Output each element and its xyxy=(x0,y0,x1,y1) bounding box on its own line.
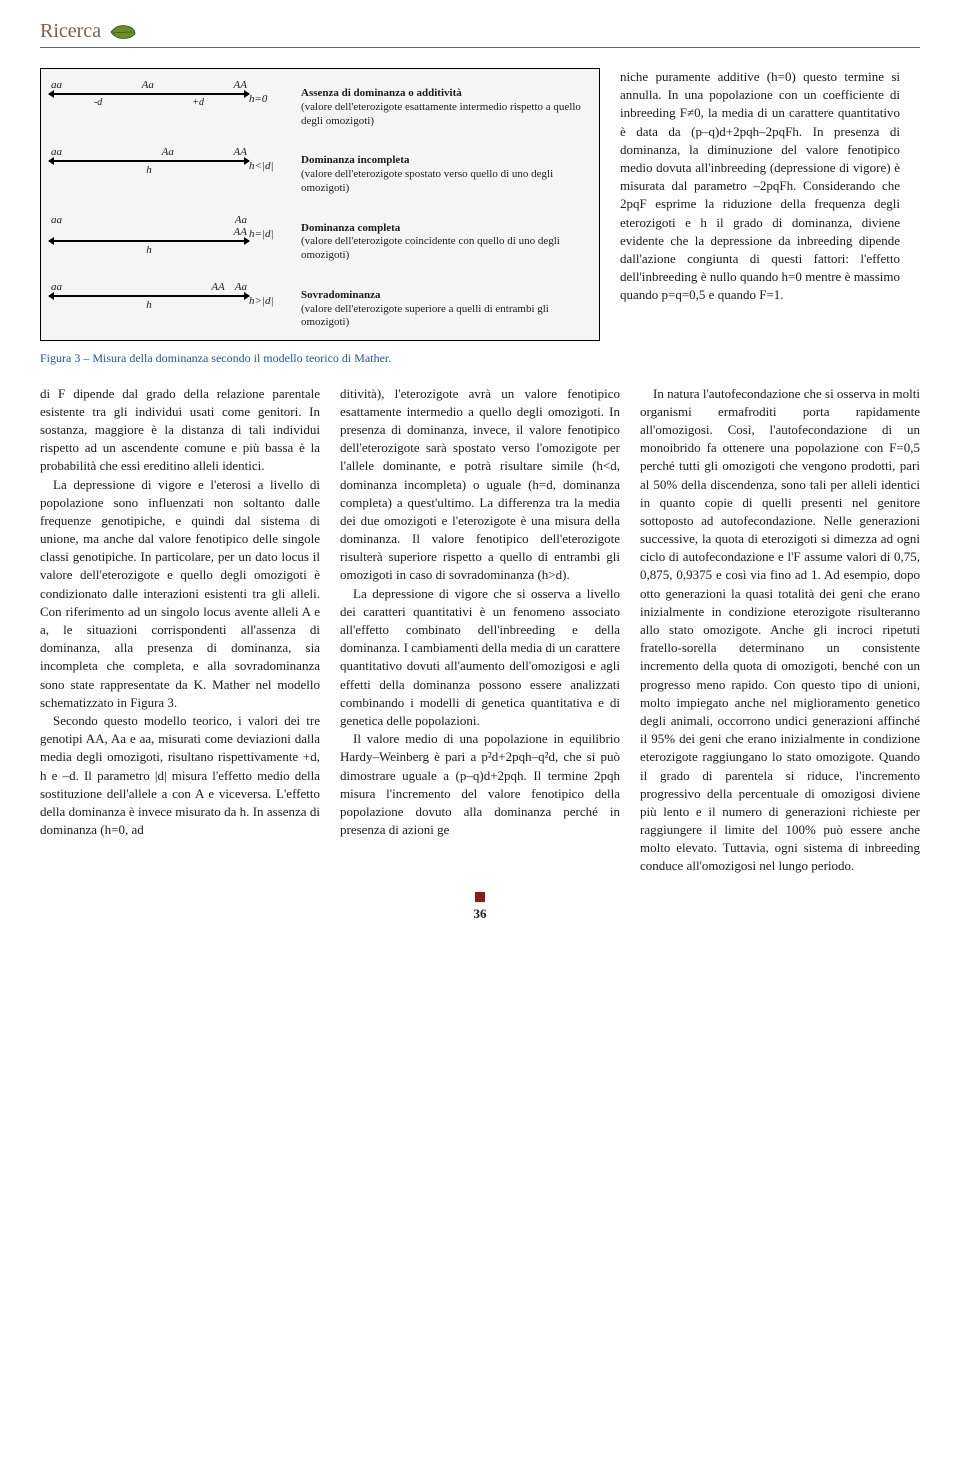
dev-label: -d xyxy=(94,97,102,108)
figure-caption: Figura 3 – Misura della dominanza second… xyxy=(40,351,600,367)
body-text: La depressione di vigore che si osserva … xyxy=(340,585,620,731)
figure-row: aa AA Aa h h>|d| Sovradominanza (valore … xyxy=(49,281,591,330)
figure-row: aa Aa AA h h=|d| Dominanza completa (val… xyxy=(49,214,591,263)
body-text: Il valore medio di una popolazione in eq… xyxy=(340,730,620,839)
desc-title: Dominanza completa xyxy=(301,222,400,234)
dev-label: +d xyxy=(192,97,204,108)
h-label: h xyxy=(49,164,249,176)
genotype-label: Aa xyxy=(235,214,247,226)
header-title: Ricerca xyxy=(40,20,101,43)
body-text: La depressione di vigore e l'eterosi a l… xyxy=(40,476,320,712)
page-number: 36 xyxy=(40,906,920,922)
column-2: ditività), l'eterozigote avrà un valore … xyxy=(340,385,620,876)
figure-row: aa Aa AA -d +d h=0 Assenza di dominanza … xyxy=(49,79,591,128)
h-label: h xyxy=(49,244,249,256)
figure-diagram: aa Aa AA -d +d xyxy=(49,79,249,108)
top-section: aa Aa AA -d +d h=0 Assenza di dominanza … xyxy=(40,68,920,367)
condition-label: h>|d| xyxy=(249,281,301,307)
body-text: niche puramente additive (h=0) questo te… xyxy=(620,69,900,302)
body-text: Secondo questo modello teorico, i valori… xyxy=(40,712,320,839)
desc-body: (valore dell'eterozigote esattamente int… xyxy=(301,101,581,127)
column-3-top: niche puramente additive (h=0) questo te… xyxy=(620,68,900,367)
column-1: di F dipende dal grado della relazione p… xyxy=(40,385,320,876)
desc-body: (valore dell'eterozigote spostato verso … xyxy=(301,168,553,194)
desc-body: (valore dell'eterozigote superiore a que… xyxy=(301,303,549,329)
desc-body: (valore dell'eterozigote coincidente con… xyxy=(301,235,560,261)
figure-wrapper: aa Aa AA -d +d h=0 Assenza di dominanza … xyxy=(40,68,600,367)
h-label: h xyxy=(49,299,249,311)
condition-label: h=|d| xyxy=(249,214,301,240)
figure-diagram: aa Aa AA h xyxy=(49,146,249,176)
body-text: di F dipende dal grado della relazione p… xyxy=(40,385,320,476)
genotype-label: aa xyxy=(51,214,62,238)
genotype-label: AA xyxy=(211,281,224,293)
body-text: ditività), l'eterozigote avrà un valore … xyxy=(340,385,620,585)
figure-description: Dominanza incompleta (valore dell'eteroz… xyxy=(301,146,591,195)
body-text: In natura l'autofecondazione che si osse… xyxy=(640,385,920,876)
column-3-bottom: In natura l'autofecondazione che si osse… xyxy=(640,385,920,876)
page-header: Ricerca xyxy=(40,20,920,48)
desc-title: Dominanza incompleta xyxy=(301,154,409,166)
desc-title: Assenza di dominanza o additività xyxy=(301,87,462,99)
desc-title: Sovradominanza xyxy=(301,289,380,301)
condition-label: h=0 xyxy=(249,79,301,105)
figure-row: aa Aa AA h h<|d| Dominanza incompleta (v… xyxy=(49,146,591,195)
text-columns: di F dipende dal grado della relazione p… xyxy=(40,385,920,876)
figure-description: Sovradominanza (valore dell'eterozigote … xyxy=(301,281,591,330)
genotype-label: Aa xyxy=(142,79,154,91)
figure-3-box: aa Aa AA -d +d h=0 Assenza di dominanza … xyxy=(40,68,600,341)
figure-diagram: aa AA Aa h xyxy=(49,281,249,311)
figure-description: Assenza di dominanza o additività (valor… xyxy=(301,79,591,128)
genotype-label: Aa xyxy=(162,146,174,158)
figure-description: Dominanza completa (valore dell'eterozig… xyxy=(301,214,591,263)
leaf-icon xyxy=(109,22,137,42)
figure-diagram: aa Aa AA h xyxy=(49,214,249,256)
condition-label: h<|d| xyxy=(249,146,301,172)
